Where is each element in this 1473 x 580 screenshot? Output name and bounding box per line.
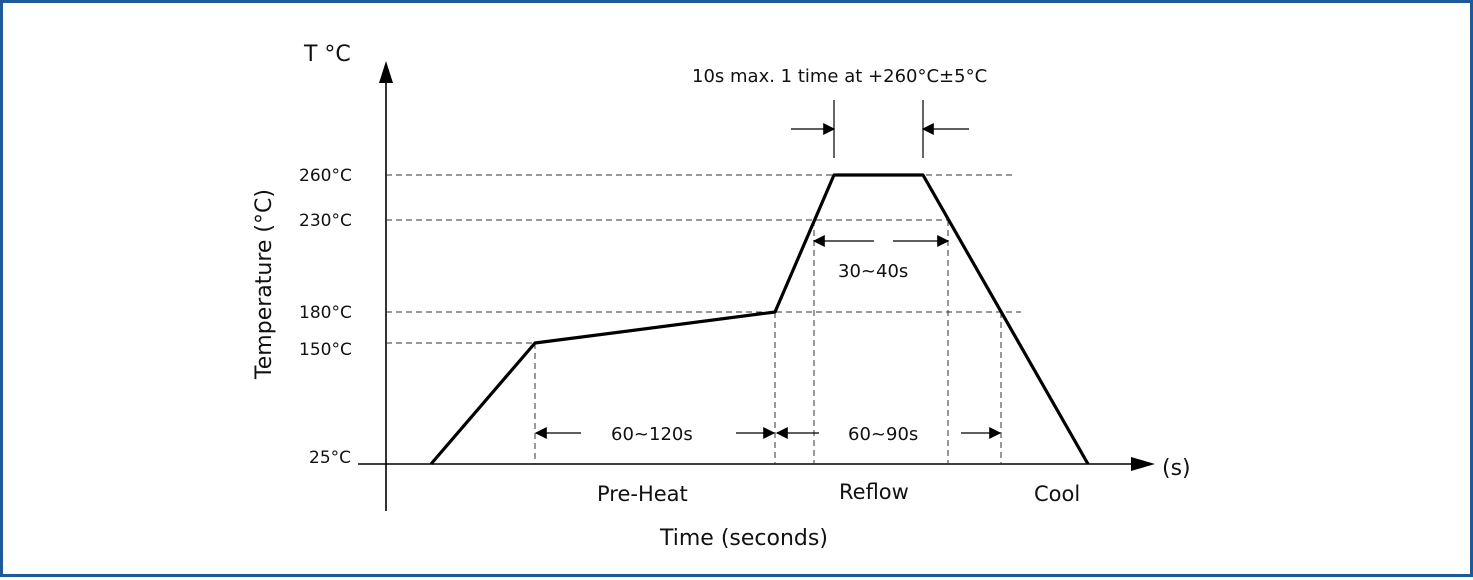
- x-axis-arrow: [1131, 457, 1155, 471]
- y-tick-260: 260°C: [299, 166, 352, 186]
- above-180-label: 60~90s: [848, 424, 918, 445]
- x-axis-title: Time (seconds): [659, 526, 828, 551]
- above-230-label: 30~40s: [838, 261, 908, 282]
- phase-cool-label: Cool: [1034, 482, 1080, 506]
- y-unit-label: T °C: [303, 42, 351, 67]
- y-tick-labels: 260°C 230°C 180°C 150°C 25°C: [299, 166, 352, 468]
- y-axis-arrow: [379, 61, 393, 83]
- y-axis-title: Temperature (°C): [252, 189, 277, 380]
- vertical-guides: [534, 220, 1002, 464]
- temperature-profile-line: [429, 173, 1090, 466]
- y-tick-180: 180°C: [299, 303, 352, 323]
- preheat-duration-label: 60~120s: [611, 424, 693, 445]
- phase-reflow-label: Reflow: [839, 480, 909, 504]
- x-unit-label: (s): [1162, 456, 1191, 481]
- peak-note: 10s max. 1 time at +260°C±5°C: [692, 66, 987, 87]
- y-tick-150: 150°C: [299, 340, 352, 360]
- reflow-profile-diagram: T °C (s) 260°C 230°C 180°C 150°C 25°C 10…: [252, 42, 1191, 551]
- y-tick-230: 230°C: [299, 211, 352, 231]
- y-tick-25: 25°C: [309, 448, 351, 468]
- horizontal-guides: [386, 174, 1021, 344]
- phase-preheat-label: Pre-Heat: [597, 482, 688, 506]
